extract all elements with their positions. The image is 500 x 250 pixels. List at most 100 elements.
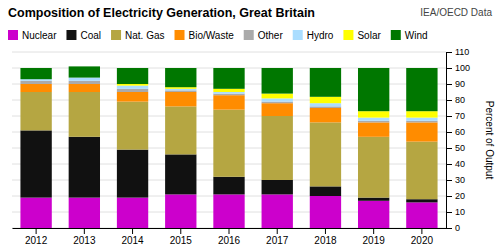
bar-segment — [406, 118, 437, 121]
bar-segment — [165, 106, 196, 154]
legend-item: Bio/Waste — [175, 30, 235, 41]
legend-label: Hydro — [307, 30, 334, 41]
chart-svg: Composition of Electricity Generation, G… — [0, 0, 500, 250]
legend-swatch — [175, 30, 185, 40]
bar-segment — [213, 68, 244, 89]
bar-segment — [165, 194, 196, 228]
x-tick-mark — [421, 228, 422, 234]
bar-segment — [358, 111, 389, 117]
y-tick: 10 — [446, 207, 465, 217]
x-tick-label: 2014 — [121, 235, 144, 246]
y-tick-label: 10 — [455, 207, 465, 217]
bar-segment — [262, 116, 293, 180]
x-tick: 2018 — [314, 228, 337, 246]
x-tick-mark — [373, 228, 374, 234]
bar-segment — [310, 196, 341, 228]
bar-segment — [165, 92, 196, 106]
x-tick: 2012 — [25, 228, 48, 246]
y-tick-label: 30 — [455, 175, 465, 185]
bar-segment — [406, 122, 437, 141]
x-tick-mark — [180, 228, 181, 234]
y-axis: 0102030405060708090100110 — [446, 47, 470, 233]
legend-swatch — [293, 30, 303, 40]
bar-segment — [165, 68, 196, 87]
bar-segment — [406, 142, 437, 200]
x-tick-mark — [277, 228, 278, 234]
chart-container: Composition of Electricity Generation, G… — [0, 0, 500, 250]
legend-label: Nuclear — [22, 30, 57, 41]
bar-segment — [262, 94, 293, 99]
legend-swatch — [244, 30, 254, 40]
bar-segment — [20, 92, 51, 130]
x-tick: 2015 — [170, 228, 193, 246]
legend-label: Coal — [80, 30, 101, 41]
legend-item: Other — [244, 30, 284, 41]
legend-swatch — [343, 30, 353, 40]
bar-segment — [69, 198, 100, 228]
bar-segment — [310, 186, 341, 196]
y-tick: 40 — [446, 159, 465, 169]
bar-segment — [310, 122, 341, 186]
legend-swatch — [391, 30, 401, 40]
bar-segment — [117, 92, 148, 102]
bar-segment — [310, 108, 341, 122]
y-tick: 30 — [446, 175, 465, 185]
y-tick: 50 — [446, 143, 465, 153]
y-tick-mark — [446, 52, 452, 53]
y-tick-label: 90 — [455, 79, 465, 89]
bar-segment — [262, 180, 293, 194]
x-tick: 2019 — [363, 228, 386, 246]
legend: Nuclear Coal Nat. Gas Bio/Waste Other Hydro So… — [8, 30, 428, 41]
y-tick-label: 100 — [455, 63, 470, 73]
x-tick: 2016 — [218, 228, 241, 246]
y-tick: 80 — [446, 95, 465, 105]
bar-segment — [358, 68, 389, 111]
bar-segment — [358, 122, 389, 136]
bar-segment — [213, 177, 244, 195]
legend-swatch — [8, 30, 18, 40]
bar-segment — [117, 86, 148, 89]
legend-item: Nat. Gas — [111, 30, 164, 41]
bar-segment — [262, 194, 293, 228]
bar-segment — [262, 103, 293, 116]
legend-label: Other — [258, 30, 284, 41]
y-tick-mark — [446, 196, 452, 197]
y-tick: 60 — [446, 127, 465, 137]
legend-swatch — [66, 30, 76, 40]
bar-segment — [20, 79, 51, 81]
bar-segment — [406, 111, 437, 117]
bar-segment — [20, 68, 51, 79]
bar-segment — [213, 95, 244, 109]
bar-series — [20, 66, 437, 111]
x-tick: 2017 — [266, 228, 289, 246]
y-tick-mark — [446, 116, 452, 117]
bar-segment — [406, 68, 437, 111]
bar-segment — [358, 137, 389, 198]
bar-segment — [69, 81, 100, 84]
bar-series — [20, 194, 437, 228]
x-tick-mark — [84, 228, 85, 234]
x-tick-label: 2017 — [266, 235, 289, 246]
y-tick: 90 — [446, 79, 465, 89]
bar-segment — [406, 199, 437, 202]
legend-label: Nat. Gas — [125, 30, 164, 41]
y-tick: 100 — [446, 63, 470, 73]
bar-segment — [358, 201, 389, 228]
bar-segment — [310, 106, 341, 108]
y-tick-mark — [446, 68, 452, 69]
bar-segment — [69, 78, 100, 81]
bars — [20, 66, 437, 228]
legend-swatch — [111, 30, 121, 40]
bar-segment — [165, 89, 196, 91]
legend-label: Bio/Waste — [189, 30, 235, 41]
bar-segment — [20, 198, 51, 228]
bar-segment — [310, 68, 341, 97]
chart-title: Composition of Electricity Generation, G… — [8, 6, 315, 20]
bar-segment — [117, 89, 148, 92]
x-tick-label: 2016 — [218, 235, 241, 246]
x-tick-label: 2015 — [170, 235, 193, 246]
x-tick-label: 2018 — [314, 235, 337, 246]
x-tick-label: 2019 — [363, 235, 386, 246]
y-axis-title: Percent of Output — [484, 101, 495, 180]
legend-label: Solar — [357, 30, 381, 41]
